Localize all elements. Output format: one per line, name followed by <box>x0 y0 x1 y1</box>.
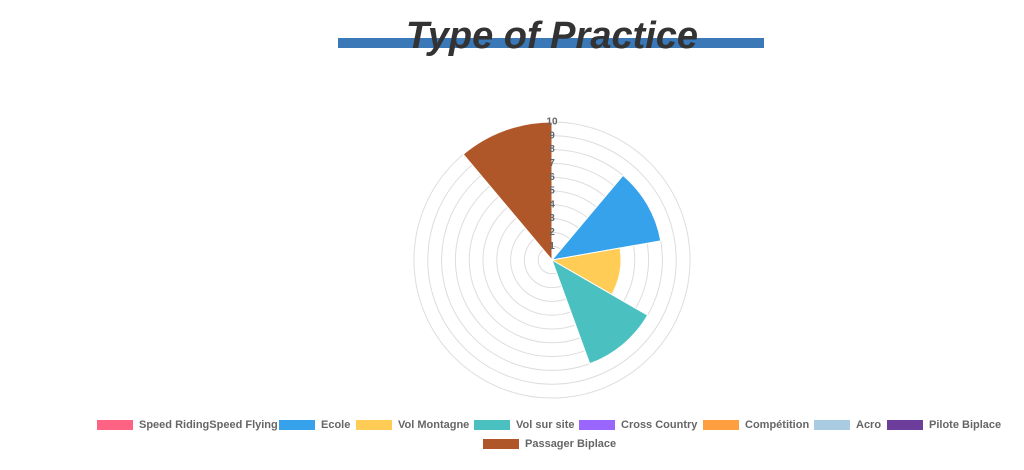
r-tick-label: 4 <box>549 199 555 210</box>
legend-label: Passager Biplace <box>525 438 616 450</box>
legend-label: Acro <box>856 419 881 431</box>
legend-label: Vol Montagne <box>398 419 469 431</box>
r-tick-label: 7 <box>549 158 555 169</box>
r-tick-label: 10 <box>546 117 558 128</box>
legend-swatch <box>579 420 615 430</box>
legend-label: Cross Country <box>621 419 698 431</box>
r-tick-label: 5 <box>549 186 555 197</box>
legend-swatch <box>356 420 392 430</box>
legend-label: Vol sur site <box>516 419 574 431</box>
r-tick-label: 8 <box>549 144 555 155</box>
r-tick-label: 3 <box>549 213 555 224</box>
chart-title: Type of Practice <box>406 15 698 57</box>
title-bar <box>338 38 764 48</box>
legend-swatch <box>703 420 739 430</box>
sector <box>462 121 553 262</box>
sector <box>551 258 649 365</box>
legend-swatch <box>279 420 315 430</box>
r-tick-label: 1 <box>549 241 555 252</box>
legend-label: Speed RidingSpeed Flying <box>139 419 278 431</box>
legend-label: Compétition <box>745 419 809 431</box>
legend-swatch <box>483 439 519 449</box>
r-tick-label: 6 <box>549 172 555 183</box>
r-tick-label: 2 <box>549 227 555 238</box>
legend-swatch <box>814 420 850 430</box>
r-tick-label: 9 <box>549 130 555 141</box>
sector <box>550 174 662 261</box>
legend-label: Pilote Biplace <box>929 419 1001 431</box>
legend-swatch <box>474 420 510 430</box>
legend-label: Ecole <box>321 419 350 431</box>
legend-swatch <box>97 420 133 430</box>
legend-swatch <box>887 420 923 430</box>
